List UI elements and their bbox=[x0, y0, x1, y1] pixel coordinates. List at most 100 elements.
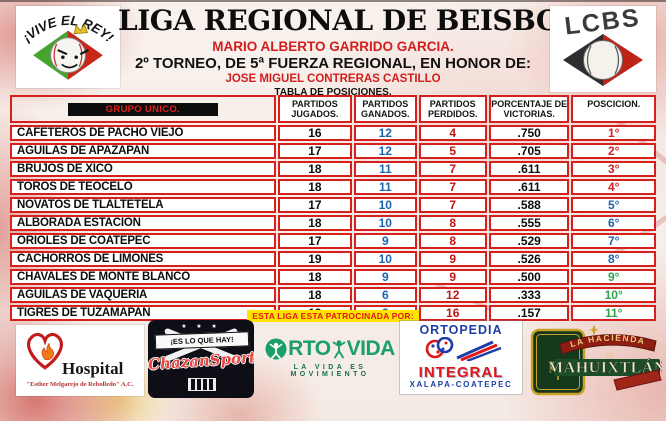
lcbs-logo: LCBS bbox=[550, 3, 656, 92]
games-won-cell: 10 bbox=[354, 197, 417, 213]
games-lost-cell: 8 bbox=[418, 215, 487, 231]
games-played-cell: 16 bbox=[277, 125, 353, 141]
games-won-cell: 9 bbox=[354, 269, 417, 285]
games-lost-cell: 9 bbox=[418, 251, 487, 267]
position-cell: 2° bbox=[571, 143, 656, 159]
games-played-cell: 18 bbox=[277, 179, 353, 195]
win-pct-cell: .611 bbox=[488, 161, 570, 177]
win-pct-cell: .526 bbox=[488, 251, 570, 267]
games-lost-cell: 16 bbox=[418, 305, 487, 321]
games-played-cell: 19 bbox=[277, 251, 353, 267]
table-row: ORIOLES DE COATEPEC 17 9 8 .529 7° bbox=[10, 233, 656, 249]
vive-el-rey-logo: ¡VIVE EL REY! bbox=[16, 6, 120, 88]
table-row: BRUJOS DE XICO 18 11 7 .611 3° bbox=[10, 161, 656, 177]
position-cell: 8° bbox=[571, 251, 656, 267]
table-row: TOROS DE TEOCELO 18 11 7 .611 4° bbox=[10, 179, 656, 195]
column-header-jugados: PARTIDOS JUGADOS. bbox=[277, 95, 353, 123]
sponsor-ortovida-logo: RTO VIDA LA VIDA ES MOVIMIENTO bbox=[262, 337, 398, 378]
position-cell: 5° bbox=[571, 197, 656, 213]
table-row: NOVATOS DE TLALTETELA 17 10 7 .588 5° bbox=[10, 197, 656, 213]
games-won-cell: 10 bbox=[354, 251, 417, 267]
group-header-cell: GRUPO UNICO. bbox=[10, 95, 276, 123]
games-played-cell: 18 bbox=[277, 269, 353, 285]
ortopedia-line3: XALAPA-COATEPEC bbox=[409, 380, 513, 389]
ortovida-name-part: VIDA bbox=[346, 337, 396, 360]
position-cell: 10° bbox=[571, 287, 656, 303]
games-played-cell: 18 bbox=[277, 215, 353, 231]
games-won-cell: 9 bbox=[354, 233, 417, 249]
win-pct-cell: .705 bbox=[488, 143, 570, 159]
games-won-cell: 11 bbox=[354, 161, 417, 177]
games-won-cell: 12 bbox=[354, 143, 417, 159]
jumping-person-icon bbox=[332, 340, 346, 359]
column-header-line: PERDIDOS. bbox=[427, 109, 478, 119]
table-row: AGUILAS DE VAQUERIA 18 6 12 .333 10° bbox=[10, 287, 656, 303]
home-plate-grid-icon bbox=[188, 378, 216, 391]
column-header-posicion: POSCICION. bbox=[571, 95, 656, 123]
team-name-cell: NOVATOS DE TLALTETELA bbox=[10, 197, 276, 213]
win-pct-cell: .588 bbox=[488, 197, 570, 213]
top-border-line bbox=[0, 0, 666, 2]
games-lost-cell: 9 bbox=[418, 269, 487, 285]
position-cell: 4° bbox=[571, 179, 656, 195]
win-pct-cell: .750 bbox=[488, 125, 570, 141]
honoree-name: JOSE MIGUEL CONTRERAS CASTILLO bbox=[225, 73, 441, 85]
games-lost-cell: 7 bbox=[418, 179, 487, 195]
column-header-perdidos: PARTIDOS PERDIDOS. bbox=[418, 95, 487, 123]
team-name-cell: AGUILAS DE VAQUERIA bbox=[10, 287, 276, 303]
column-header-line: PORCENTAJE DE bbox=[491, 99, 568, 109]
games-lost-cell: 7 bbox=[418, 197, 487, 213]
hospital-name: Hospital bbox=[62, 359, 124, 378]
sponsor-ortopedia-integral-logo: ORTOPEDIA INTEGRAL XALAPA-COATEPEC bbox=[400, 321, 522, 394]
standings-table: GRUPO UNICO. PARTIDOS JUGADOS. PARTIDOS … bbox=[8, 93, 658, 323]
games-lost-cell: 4 bbox=[418, 125, 487, 141]
organizer-name: MARIO ALBERTO GARRIDO GARCIA. bbox=[212, 39, 454, 54]
games-won-cell: 12 bbox=[354, 125, 417, 141]
ortopedia-line2: INTEGRAL bbox=[418, 364, 504, 381]
standings-header-row: GRUPO UNICO. PARTIDOS JUGADOS. PARTIDOS … bbox=[10, 95, 656, 123]
ortopedia-swoosh-icon bbox=[425, 336, 502, 363]
position-cell: 7° bbox=[571, 233, 656, 249]
table-caption: TABLA DE POSICIONES. bbox=[274, 87, 392, 98]
team-name-cell: ALBORADA ESTACION bbox=[10, 215, 276, 231]
column-header-line: GANADOS. bbox=[361, 109, 410, 119]
win-pct-cell: .555 bbox=[488, 215, 570, 231]
position-cell: 6° bbox=[571, 215, 656, 231]
ortovida-name-part: RTO bbox=[288, 337, 331, 360]
table-row: CACHORROS DE LIMONES 19 10 9 .526 8° bbox=[10, 251, 656, 267]
team-name-cell: AGUILAS DE APAZAPAN bbox=[10, 143, 276, 159]
sponsor-hospital-logo: Hospital "Esther Melgarejo de Rebolledo"… bbox=[16, 325, 144, 396]
games-won-cell: 6 bbox=[354, 287, 417, 303]
ortovida-circle-person-icon bbox=[265, 338, 287, 360]
team-name-cell: TIGRES DE TUZAMAPAN bbox=[10, 305, 276, 321]
mahuixtlan-name-text: MAHUIXTLÁN bbox=[548, 358, 662, 377]
column-header-line: POSCICION. bbox=[587, 99, 641, 109]
mahuixtlan-shield-icon: LA HACIENDA DE MAHUIXTLÁN bbox=[530, 324, 666, 396]
win-pct-cell: .333 bbox=[488, 287, 570, 303]
games-played-cell: 17 bbox=[277, 233, 353, 249]
team-name-cell: CAFETEROS DE PACHO VIEJO bbox=[10, 125, 276, 141]
win-pct-cell: .500 bbox=[488, 269, 570, 285]
position-cell: 9° bbox=[571, 269, 656, 285]
games-played-cell: 17 bbox=[277, 143, 353, 159]
win-pct-cell: .529 bbox=[488, 233, 570, 249]
win-pct-cell: .611 bbox=[488, 179, 570, 195]
games-lost-cell: 5 bbox=[418, 143, 487, 159]
sponsor-mahuixtlan-logo: LA HACIENDA DE MAHUIXTLÁN bbox=[526, 320, 666, 402]
team-name-cell: BRUJOS DE XICO bbox=[10, 161, 276, 177]
mahuixtlan-de-text: DE bbox=[606, 353, 614, 359]
ortopedia-line1: ORTOPEDIA bbox=[419, 323, 503, 337]
column-header-line: VICTORIAS. bbox=[503, 109, 555, 119]
stars-decor: ★ ★ ★ bbox=[181, 324, 221, 330]
team-name-cell: CACHORROS DE LIMONES bbox=[10, 251, 276, 267]
games-won-cell: 10 bbox=[354, 215, 417, 231]
hospital-subtext: "Esther Melgarejo de Rebolledo" A.C. bbox=[26, 381, 134, 388]
win-pct-cell: .157 bbox=[488, 305, 570, 321]
table-row: CAFETEROS DE PACHO VIEJO 16 12 4 .750 1° bbox=[10, 125, 656, 141]
lcbs-baseball-icon: LCBS bbox=[563, 3, 643, 86]
position-cell: 11° bbox=[571, 305, 656, 321]
games-won-cell: 11 bbox=[354, 179, 417, 195]
column-header-line: JUGADOS. bbox=[291, 109, 339, 119]
games-lost-cell: 8 bbox=[418, 233, 487, 249]
sponsor-strip-title-text: ESTA LIGA ESTA PATROCINADA POR: bbox=[247, 310, 419, 322]
